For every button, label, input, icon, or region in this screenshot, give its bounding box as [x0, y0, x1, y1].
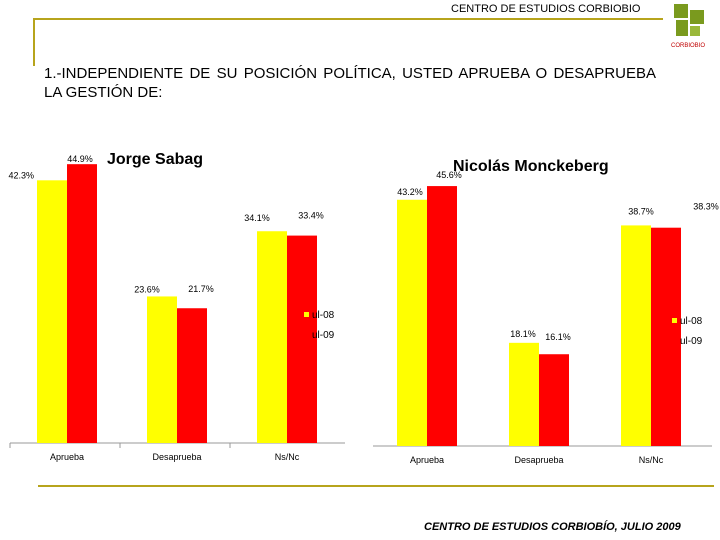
- data-label: 16.1%: [545, 332, 571, 342]
- header-rule-vertical: [33, 18, 35, 66]
- legend-label: ul-08: [312, 310, 335, 321]
- bar: [67, 164, 97, 443]
- category-label: Aprueba: [410, 455, 444, 465]
- org-title: CENTRO DE ESTUDIOS CORBIOBIO: [451, 3, 641, 15]
- bar: [651, 227, 681, 446]
- bar: [147, 296, 177, 443]
- chart-sabag: 42.3% 44.9% Aprueba 23.6% 21.7% Desaprueba 34.…: [8, 154, 345, 462]
- data-label: 23.6%: [134, 284, 160, 294]
- legend-label: ul-09: [312, 330, 335, 341]
- bar: [257, 231, 287, 443]
- data-label: 42.3%: [8, 170, 34, 180]
- category-label: Ns/Nc: [275, 452, 300, 462]
- legend-label: ul-08: [680, 316, 703, 327]
- data-label: 21.7%: [188, 284, 214, 294]
- question-text: 1.-INDEPENDIENTE DE SU POSICIÓN POLÍTICA…: [44, 65, 656, 101]
- chart-title-monckeberg: Nicolás Monckeberg: [453, 158, 609, 175]
- data-label: 38.7%: [628, 206, 654, 216]
- bar: [177, 308, 207, 443]
- logo-caption: CORBIOBIO: [671, 43, 705, 49]
- bar: [539, 354, 569, 446]
- bar: [621, 225, 651, 446]
- data-label: 44.9%: [67, 154, 93, 164]
- category-label: Aprueba: [50, 452, 84, 462]
- data-label: 38.3%: [693, 202, 719, 212]
- header-rule: [33, 18, 663, 20]
- category-label: Ns/Nc: [639, 455, 664, 465]
- corbiobio-logo: CORBIOBIO: [671, 4, 705, 49]
- chart-title-sabag: Jorge Sabag: [107, 151, 204, 168]
- footer-rule: [38, 485, 714, 487]
- data-label: 34.1%: [244, 213, 270, 223]
- bar: [509, 342, 539, 446]
- bar: [397, 199, 427, 446]
- legend-label: ul-09: [680, 336, 703, 347]
- bar: [287, 235, 317, 443]
- footer-text: CENTRO DE ESTUDIOS CORBIOBÍO, JULIO 2009: [424, 521, 681, 533]
- bar: [37, 180, 67, 443]
- data-label: 43.2%: [397, 187, 423, 197]
- data-label: 33.4%: [298, 211, 324, 221]
- data-label: 18.1%: [510, 329, 536, 339]
- bar: [427, 186, 457, 446]
- category-label: Desaprueba: [152, 452, 201, 462]
- chart-monckeberg: 43.2% 45.6% Aprueba 18.1% 16.1% Desaprueba 38.…: [373, 170, 719, 465]
- legend-swatch: [672, 318, 677, 323]
- category-label: Desaprueba: [514, 455, 563, 465]
- legend-swatch: [304, 312, 309, 317]
- data-label: 45.6%: [436, 170, 462, 180]
